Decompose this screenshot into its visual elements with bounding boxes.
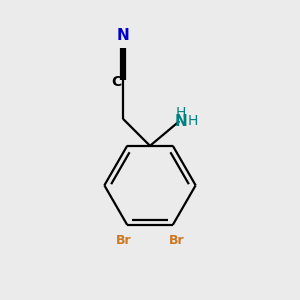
Text: N: N: [117, 28, 129, 43]
Text: H: H: [188, 114, 198, 128]
Text: Br: Br: [116, 234, 131, 247]
Text: N: N: [174, 114, 187, 129]
Text: Br: Br: [169, 234, 184, 247]
Text: H: H: [176, 106, 186, 120]
Text: C: C: [111, 75, 122, 89]
